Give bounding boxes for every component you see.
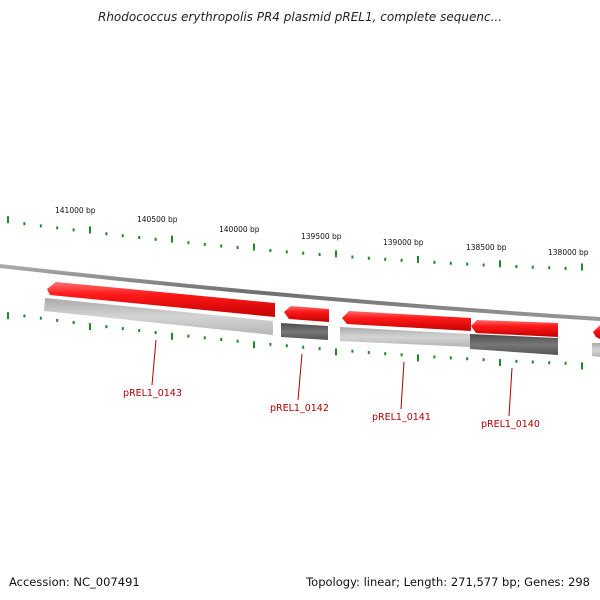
bp-label: 141000 bp: [55, 206, 96, 215]
map-title: Rhodococcus erythropolis PR4 plasmid pRE…: [97, 10, 503, 24]
gene-arrow[interactable]: [342, 311, 471, 331]
gene-arrow[interactable]: [47, 282, 275, 317]
gene-label[interactable]: pREL1_0140: [481, 419, 540, 430]
bp-label: 139500 bp: [301, 232, 342, 241]
gene-leader-lines: [151, 339, 513, 417]
forward-genes: [47, 282, 600, 339]
bp-label: 140500 bp: [137, 215, 178, 224]
inner-scale-ticks: [7, 312, 583, 370]
gene-arrow[interactable]: [284, 306, 329, 322]
bp-label: 140000 bp: [219, 225, 260, 234]
gene-labels: pREL1_0143 pREL1_0142 pREL1_0141 pREL1_0…: [123, 388, 540, 430]
bp-label: 139000 bp: [383, 238, 424, 247]
gene-shadow-light: [44, 298, 273, 335]
leader-line: [400, 361, 405, 410]
sequence-backbone: [0, 264, 600, 321]
gene-shadow-dark: [470, 334, 558, 355]
gene-arrow[interactable]: [593, 325, 600, 339]
bp-scale-labels: 141000 bp 140500 bp 140000 bp 139500 bp …: [55, 206, 589, 257]
outer-scale-ticks: [7, 216, 583, 271]
gene-label[interactable]: pREL1_0143: [123, 388, 182, 399]
topology-summary: Topology: linear; Length: 271,577 bp; Ge…: [306, 575, 590, 589]
leader-line: [151, 339, 157, 386]
bp-label: 138000 bp: [548, 248, 589, 257]
leader-line: [297, 353, 303, 401]
gene-label[interactable]: pREL1_0141: [372, 412, 431, 423]
bp-label: 138500 bp: [466, 243, 507, 252]
gene-shadow-dark: [281, 323, 328, 340]
gene-shadow-light: [592, 343, 600, 357]
gene-label[interactable]: pREL1_0142: [270, 403, 329, 414]
gene-shadow-light: [340, 327, 470, 347]
shadow-genes: [44, 298, 600, 357]
gene-arrow[interactable]: [471, 320, 558, 337]
accession-text: Accession: NC_007491: [9, 575, 140, 589]
leader-line: [508, 367, 513, 417]
